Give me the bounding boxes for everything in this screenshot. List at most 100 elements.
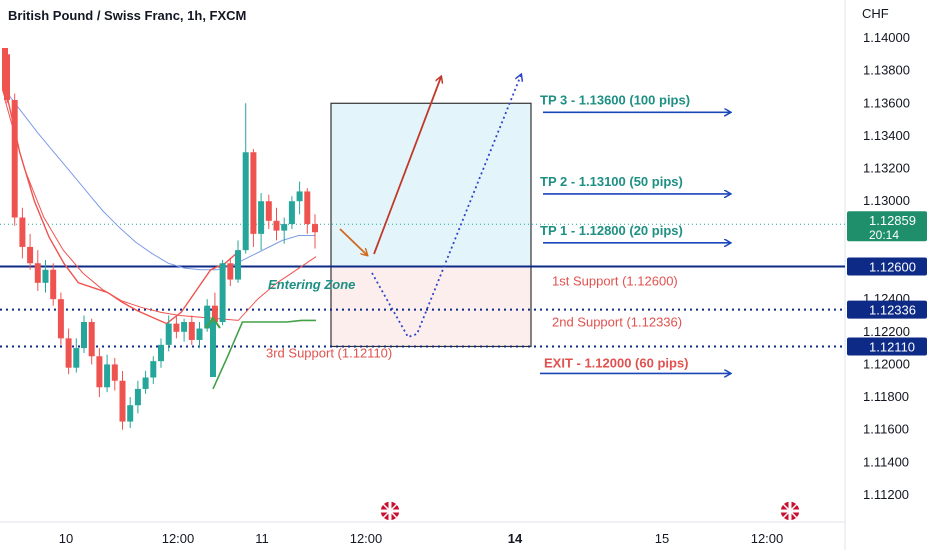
green-up-arrow: [205, 316, 221, 329]
candle-body: [288, 201, 295, 225]
price-tick-label: 1.11200: [863, 487, 909, 502]
time-tick-label: 12:00: [751, 531, 784, 546]
green-indicator-line: [212, 319, 316, 390]
candle-body: [134, 388, 141, 406]
level-price-value: 1.12336: [869, 303, 916, 318]
price-tick-label: 1.13200: [863, 161, 910, 176]
candle-body: [181, 321, 188, 332]
candle-body: [34, 263, 41, 283]
time-tick-label: 11: [255, 531, 269, 546]
candle-body: [88, 321, 95, 357]
uk-flag-icon: [782, 503, 798, 519]
candle-body: [211, 305, 218, 322]
candle-body: [96, 356, 103, 388]
candle-body: [104, 364, 111, 388]
candle-body: [235, 250, 241, 280]
uk-flag-icon: [382, 503, 398, 519]
countdown-label: 20:14: [869, 228, 899, 242]
projected-path: [371, 75, 521, 339]
candle-body: [281, 224, 288, 231]
candle-body: [11, 100, 18, 218]
green-up-bar: [210, 321, 216, 377]
ma-red-fast-line: [4, 86, 241, 325]
candle-body: [242, 152, 249, 251]
time-tick-label: 15: [655, 531, 669, 546]
price-tick-label: 1.11400: [863, 454, 909, 469]
price-tick-label: 1.11800: [863, 389, 909, 404]
candle-body: [57, 299, 64, 339]
level-price-value: 1.12600: [869, 260, 916, 275]
candle-body: [119, 380, 126, 422]
price-tick-label: 1.13400: [863, 128, 910, 143]
tp-label-2: TP 2 - 1.13100 (50 pips): [540, 174, 683, 189]
price-tick-label: 1.13000: [863, 193, 910, 208]
candle-body: [227, 263, 234, 280]
entry-arrow: [339, 228, 367, 255]
moving-averages: [4, 86, 317, 390]
tp-label-3: TP 1 - 1.12800 (20 pips): [540, 223, 683, 238]
support-levels: [0, 223, 845, 348]
exit-label: EXIT - 1.12000 (60 pips): [544, 355, 689, 370]
candle-body: [111, 364, 118, 381]
support-label-3: 3rd Support (1.12110): [266, 345, 392, 360]
annotations: TP 3 - 1.13600 (100 pips) TP 2 - 1.13100 …: [2, 48, 730, 377]
candle-body: [250, 152, 257, 234]
price-axis: 1.14000 1.13800 1.13600 1.13400 1.13200 1.130…: [847, 30, 927, 502]
level-price-tag: [847, 300, 927, 319]
level-price-tag: [847, 257, 927, 276]
bullish-target-arrow: [373, 77, 441, 255]
time-tick-label: 12:00: [350, 531, 383, 546]
candle-body: [258, 201, 265, 234]
time-tick-label: 12:00: [162, 531, 195, 546]
tp-label-1: TP 3 - 1.13600 (100 pips): [540, 92, 690, 107]
time-axis: 10 12:00 11 12:00 14 15 12:00: [59, 500, 801, 546]
candle-body: [273, 220, 280, 231]
candle-body: [204, 305, 211, 329]
currency-label: CHF: [862, 6, 889, 21]
candle-body: [296, 191, 303, 202]
time-tick-label: 14: [508, 531, 523, 546]
support-label-1: 1st Support (1.12600): [552, 274, 678, 289]
candle-body: [127, 405, 134, 422]
entry-zone-box: [330, 102, 532, 348]
candle-body: [165, 323, 172, 345]
zone-lower-fill: [331, 266, 531, 347]
start-spike: [2, 48, 8, 100]
candle-body: [65, 338, 72, 368]
candle-body: [50, 269, 57, 300]
candle-body: [27, 246, 34, 264]
candle-body: [81, 321, 87, 349]
price-tick-label: 1.14000: [863, 30, 910, 45]
support-label-2: 2nd Support (1.12336): [552, 315, 682, 330]
candle-body: [196, 328, 203, 340]
candle-body: [42, 269, 49, 283]
candle-body: [265, 201, 272, 221]
price-tick-label: 1.12200: [863, 324, 910, 339]
chart-title: British Pound / Swiss Franc, 1h, FXCM: [8, 8, 247, 23]
ma-red-slow-line: [4, 99, 317, 321]
ma-blue-line: [4, 89, 315, 271]
current-price-value: 1.12859: [869, 213, 916, 228]
candle-body: [150, 361, 157, 378]
entering-zone-label: Entering Zone: [268, 277, 355, 292]
candle-body: [312, 224, 318, 233]
current-price-tag: [847, 211, 927, 242]
candle-body: [73, 348, 80, 368]
candle-body: [19, 217, 26, 247]
candle-body: [219, 263, 226, 322]
price-tick-label: 1.13800: [863, 63, 910, 78]
candle-body: [158, 344, 164, 362]
price-tick-label: 1.11600: [863, 422, 909, 437]
level-price-tag: [847, 337, 927, 356]
price-tick-label: 1.13600: [863, 95, 910, 110]
candle-body: [304, 191, 311, 225]
level-price-value: 1.12110: [869, 339, 915, 354]
candle-body: [188, 321, 195, 340]
price-tick-label: 1.12000: [863, 356, 910, 371]
time-tick-label: 10: [59, 531, 73, 546]
candle-body: [142, 377, 149, 389]
candles: [4, 49, 318, 430]
grid: [0, 0, 846, 550]
